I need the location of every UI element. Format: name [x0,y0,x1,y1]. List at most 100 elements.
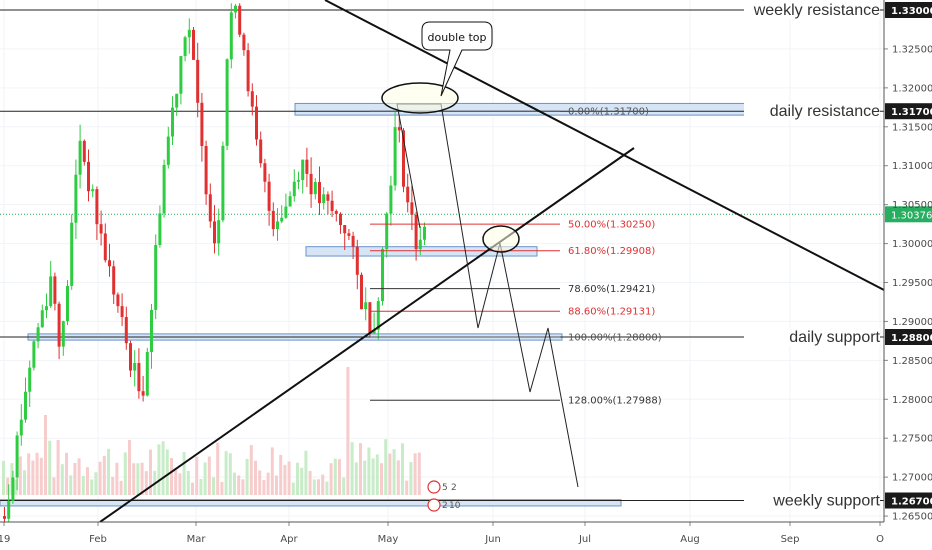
volume-bar [132,463,136,495]
volume-bar [409,461,413,495]
volume-bar [333,458,337,495]
candle-body [183,37,187,57]
candle-body [32,341,36,368]
candle-body [423,226,426,240]
volume-bar [69,475,73,495]
candle-body [263,163,267,182]
candle-body [288,196,292,207]
volume-bar [380,463,383,495]
candle-body [343,225,347,234]
candle-body [196,59,200,103]
x-tick-label: Jul [578,534,591,545]
volume-bar [60,464,64,495]
candle-body [393,127,397,186]
level-label-bg [744,102,880,121]
volume-bar [300,467,304,495]
event-flag-icon [427,498,441,512]
candle-body [372,329,376,334]
candle-body [141,391,145,396]
volume-bar [136,463,140,495]
candle-body [322,194,326,204]
price-tag-bg [885,492,932,509]
volume-bar [207,456,211,495]
candle-body [292,181,296,197]
volume-bar [174,468,178,495]
candle-body [162,164,166,214]
candle-body [11,477,15,501]
volume-bar [325,481,329,495]
level-label: daily support [789,329,880,346]
volume-bar [279,454,283,495]
volume-bar [119,480,123,495]
volume-bar [329,463,333,495]
price-tag: 1.31700 [891,107,932,118]
candle-body [150,309,153,352]
x-tick-label: 19 [0,534,10,545]
volume-bar [363,460,367,495]
volume-bar [178,473,182,495]
candle-body [347,233,351,236]
level-label-bg [744,328,880,346]
price-tag-bg [885,2,932,18]
volume-bar [149,449,152,495]
volume-bar [388,453,392,495]
double-top-ellipse [381,82,459,114]
candle-body [95,189,99,225]
candle-body [397,127,401,131]
annotations: double top [381,21,520,253]
y-tick-label: 1.31000 [892,161,932,172]
price-tag-bg [885,329,932,345]
candle-body [242,34,246,51]
level-label: daily resistance [770,103,880,120]
candle-body [246,50,250,92]
candle-body [339,213,342,226]
candle-body [45,306,48,311]
candle-body [179,56,183,94]
candle-body [19,419,23,436]
x-tick-label: Apr [280,534,298,545]
volume-bar [102,455,106,495]
candle-body [305,159,309,174]
candle-body [124,317,128,344]
volume-bar [199,478,203,495]
volume-bar [123,452,127,495]
candle-body [3,516,6,519]
candle-body [129,343,132,371]
volume-bar [312,479,316,495]
y-tick-label: 1.27000 [892,473,932,484]
fib-label: 50.00%(1.30250) [568,220,655,231]
volume-bar [35,452,39,495]
volume-bar [342,477,346,495]
level-label-bg [744,1,880,19]
volume-bar [228,453,232,495]
candle-body [280,217,284,222]
candle-body [297,180,300,182]
candle-body [414,214,418,250]
y-tick-label: 1.32000 [892,83,932,94]
candle-body [166,136,170,165]
volume-bar [405,480,409,495]
volume-bar [191,482,194,495]
candle-body [70,222,74,286]
price-tag: 1.26700 [891,497,932,508]
volume-bar [413,453,417,495]
candle-body [28,367,32,392]
candle-body [112,266,116,295]
candle-body [204,146,208,195]
volume-bar [237,475,241,495]
volume-bar [241,479,245,495]
volume-bar [346,367,350,495]
volume-bar [321,474,325,495]
candle-body [187,29,191,38]
candle-body [410,202,414,215]
candle-body [229,12,233,60]
volume-bar [220,481,224,495]
candle-body [120,306,124,318]
event-badges[interactable]: 5 22 10 [427,480,461,512]
candle-body [301,159,305,181]
volume-bar [287,461,291,495]
volume-bars [2,367,421,495]
candle-body [87,161,90,192]
y-tick-label: 1.30500 [892,200,932,211]
event-badge-count: 10 [449,501,461,511]
